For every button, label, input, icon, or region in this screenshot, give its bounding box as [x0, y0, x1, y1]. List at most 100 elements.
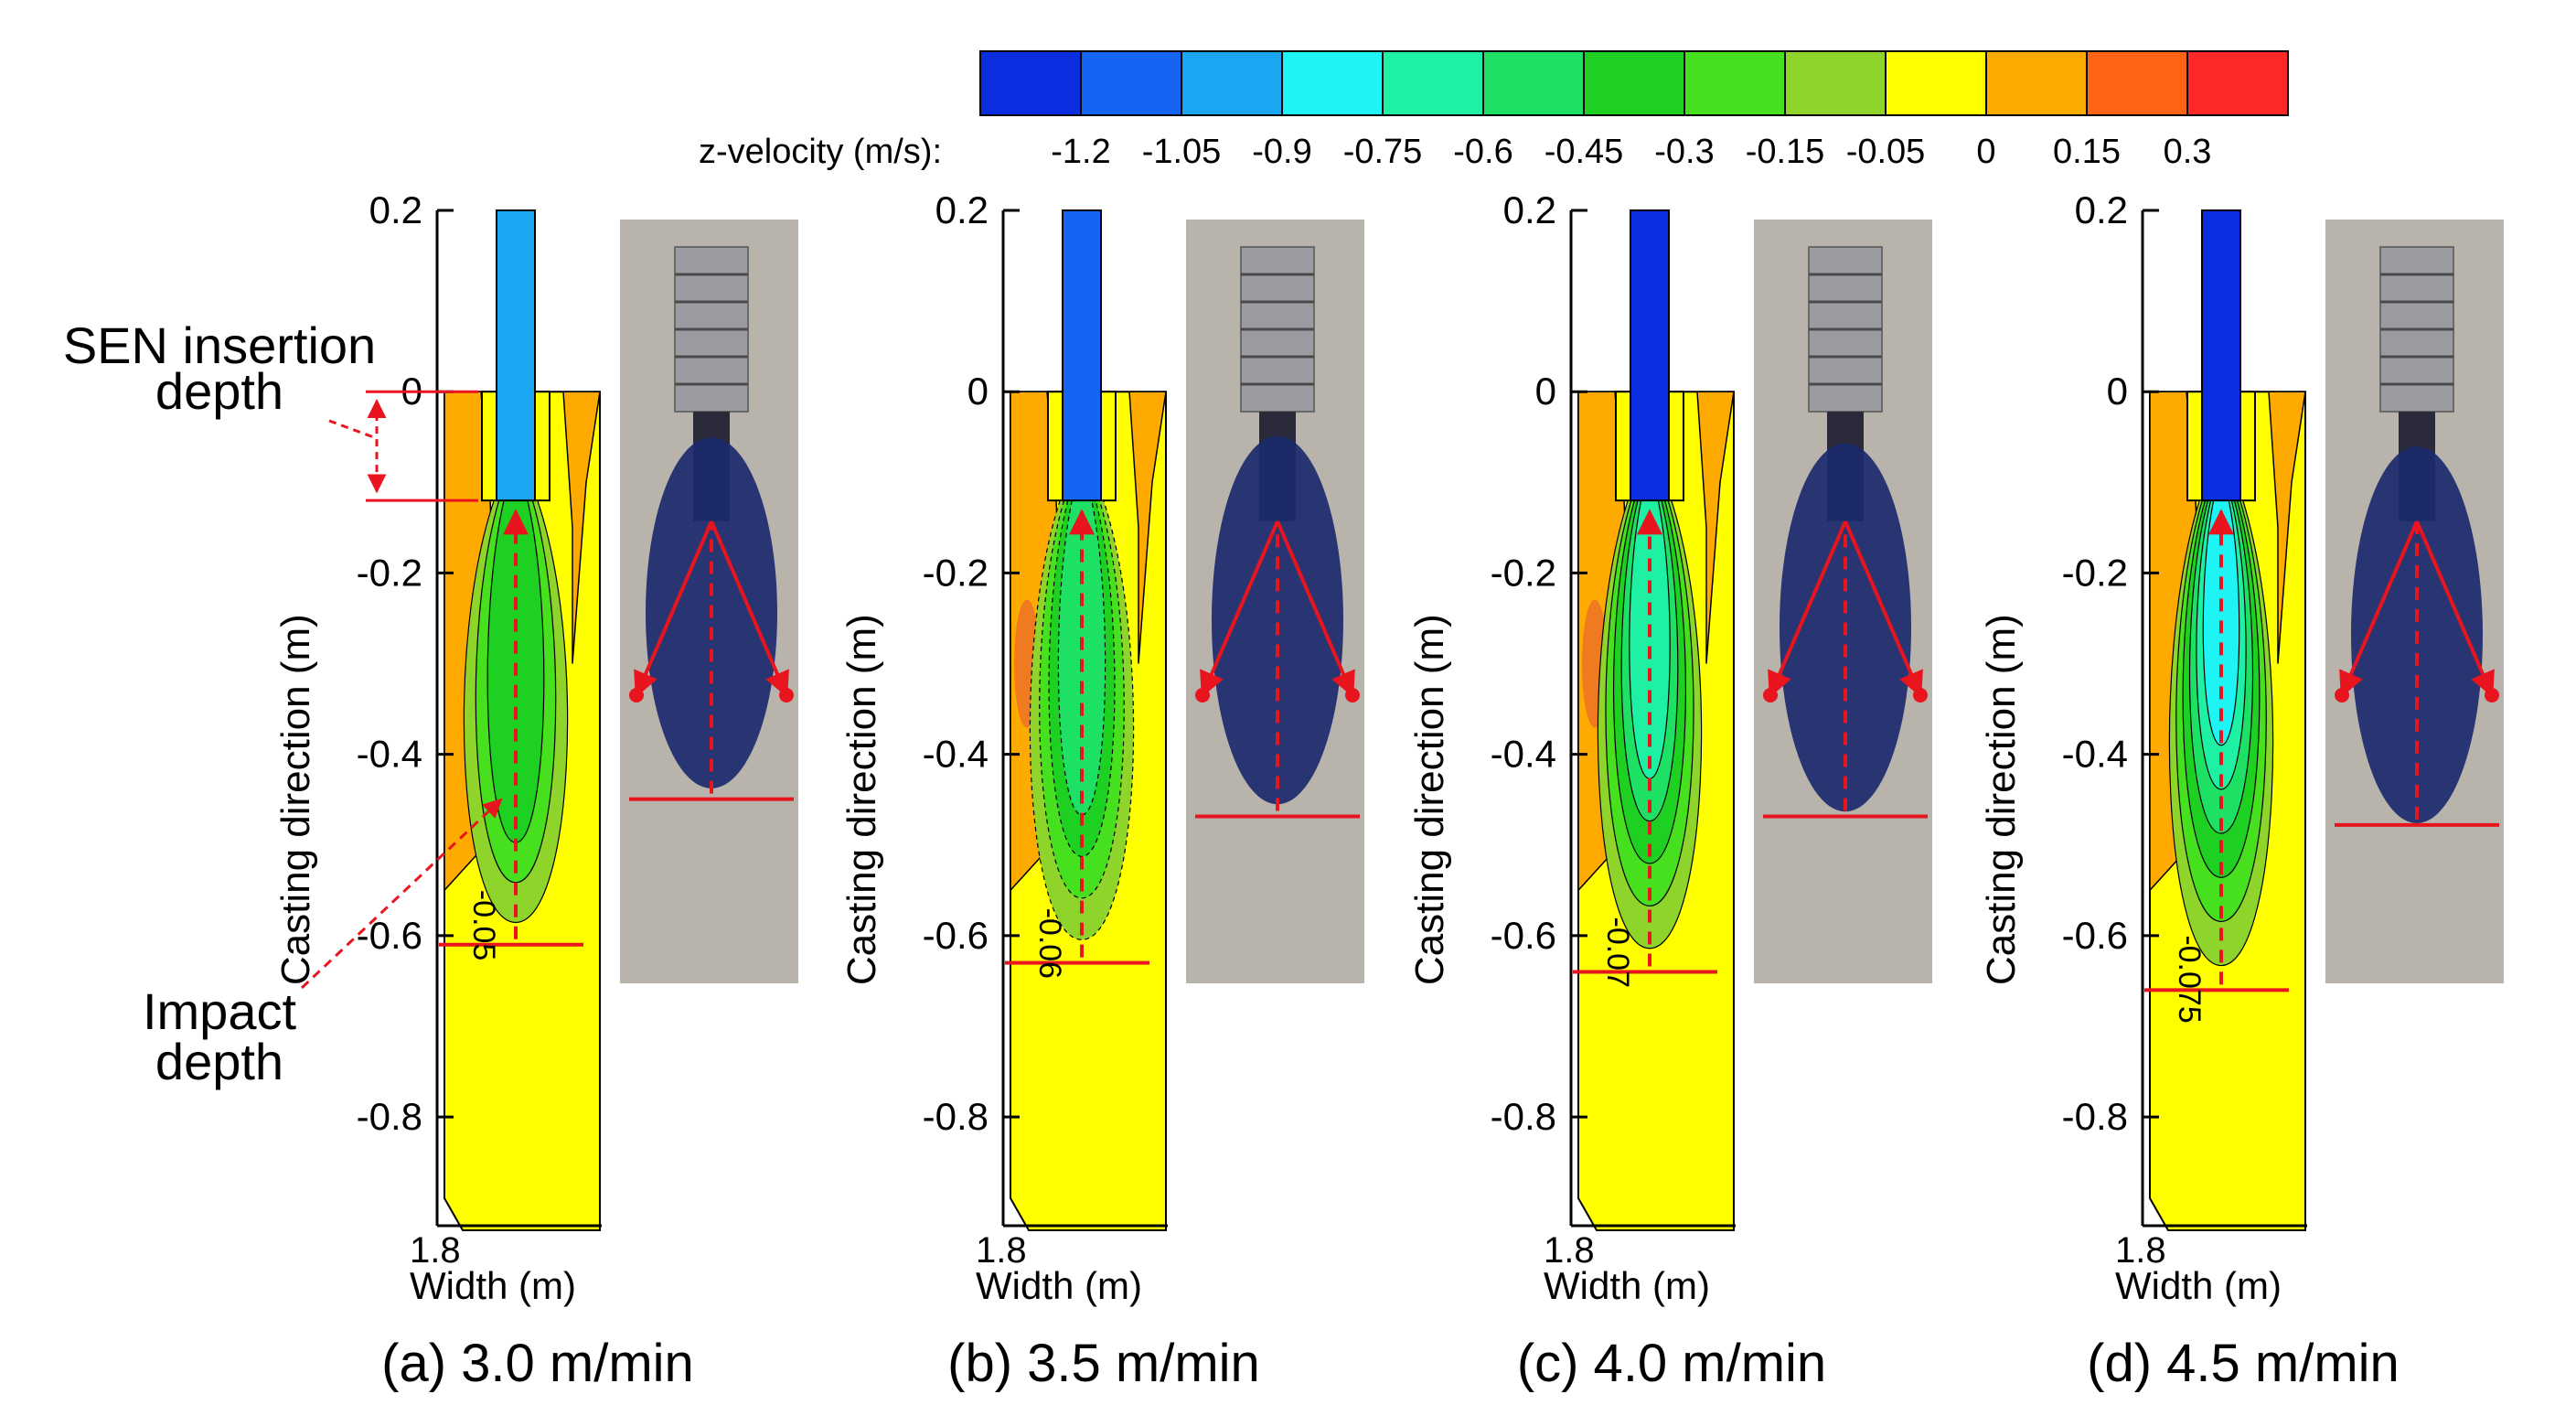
colorbar-tick-label: -0.75 — [1343, 133, 1423, 171]
x-tick-label: 1.8 — [2115, 1230, 2166, 1271]
y-tick-label: -0.2 — [1491, 551, 1556, 594]
colorbar-cell — [1281, 50, 1384, 116]
photo-jet-point — [779, 688, 794, 702]
sen-wall-left — [2186, 391, 2203, 502]
y-tick-label: -0.8 — [1491, 1095, 1556, 1138]
sen-bore — [2201, 209, 2241, 502]
colorbar-tick-label: 0.3 — [2164, 133, 2212, 171]
colorbar-tick-label: 0.15 — [2053, 133, 2121, 171]
sen-bore — [1630, 209, 1670, 502]
sen-wall-right — [534, 391, 550, 502]
recirculation-zone-right — [2268, 391, 2306, 664]
panel-caption: (c) 4.0 m/min — [1517, 1334, 1826, 1393]
recirculation-zone-right — [1128, 391, 1167, 664]
colorbar-tick-label: 0 — [1976, 133, 1995, 171]
y-tick-label: 0.2 — [369, 188, 422, 231]
colorbar-cell — [1482, 50, 1585, 116]
x-tick-label: 1.8 — [1544, 1230, 1595, 1271]
y-tick-label: -0.4 — [357, 733, 422, 776]
y-tick-label: 0 — [2107, 370, 2128, 413]
y-tick-label: -0.8 — [357, 1095, 422, 1138]
x-tick-label: 1.8 — [410, 1230, 461, 1271]
x-axis-label: Width (m) — [410, 1264, 576, 1307]
photo-jet-point — [2335, 688, 2349, 702]
colorbar-cell — [2186, 50, 2289, 116]
photo-jet-point — [2485, 688, 2499, 702]
x-axis-label: Width (m) — [976, 1264, 1142, 1307]
colorbar-cell — [1583, 50, 1685, 116]
velocity-contour — [1057, 499, 1106, 816]
colorbar-cell — [1181, 50, 1283, 116]
y-tick-label: 0.2 — [2075, 188, 2128, 231]
photo-jet-arrow-left — [634, 520, 713, 698]
photo-jet-arrow-right — [2415, 520, 2495, 698]
photo-dye-plume — [1212, 435, 1343, 805]
recirculation-zone-right — [1696, 391, 1735, 664]
colorbar-cell — [1985, 50, 2088, 116]
contour-label: -0.05 — [466, 890, 501, 960]
y-tick-label: -0.6 — [357, 914, 422, 957]
y-tick-label: -0.6 — [923, 914, 989, 957]
colorbar-tick-label: -0.9 — [1252, 133, 1311, 171]
sen-wall-right — [1668, 391, 1684, 502]
sen-wall-right — [1100, 391, 1117, 502]
photo-jet-arrow-right — [1844, 520, 1923, 698]
contour-label: -0.06 — [1032, 908, 1067, 980]
x-tick-label: 1.8 — [976, 1230, 1027, 1271]
photo-jet-arrow-right — [1276, 520, 1355, 698]
y-axis-label: Casting direction (m) — [839, 614, 884, 985]
panel-caption: (d) 4.5 m/min — [2087, 1334, 2400, 1393]
y-tick-label: 0.2 — [1503, 188, 1556, 231]
colorbar-tick-label: -0.3 — [1654, 133, 1714, 171]
photo-jet-point — [1763, 688, 1778, 702]
y-tick-label: -0.2 — [357, 551, 422, 594]
sen-bore — [1062, 209, 1102, 502]
colorbar-cell — [2086, 50, 2188, 116]
y-tick-label: -0.2 — [923, 551, 989, 594]
photo-jet-point — [1345, 688, 1360, 702]
y-tick-label: 0.2 — [935, 188, 989, 231]
y-tick-label: -0.2 — [2062, 551, 2128, 594]
sen-wall-left — [1615, 391, 1631, 502]
x-axis-label: Width (m) — [2115, 1264, 2282, 1307]
photo-jet-arrow-left — [1768, 520, 1847, 698]
photo-jet-point — [1195, 688, 1210, 702]
colorbar-tick-label: -0.6 — [1453, 133, 1512, 171]
y-tick-label: -0.6 — [2062, 914, 2128, 957]
colorbar-cell — [1683, 50, 1786, 116]
y-tick-label: -0.8 — [2062, 1095, 2128, 1138]
impact-depth-label-line1: Impact — [143, 982, 296, 1040]
y-tick-label: -0.8 — [923, 1095, 989, 1138]
colorbar-label: z-velocity (m/s): — [699, 133, 942, 171]
contour-label: -0.075 — [2172, 935, 2207, 1023]
sen-wall-left — [1047, 391, 1064, 502]
colorbar-cell — [1382, 50, 1484, 116]
y-axis-label: Casting direction (m) — [273, 614, 318, 985]
colorbar-cell — [979, 50, 1082, 116]
sen-bore — [496, 209, 536, 502]
y-axis-label: Casting direction (m) — [1407, 614, 1452, 985]
photo-jet-point — [629, 688, 644, 702]
impact-depth-label-line2: depth — [155, 1033, 283, 1090]
sen-insertion-label-line1: SEN insertion — [63, 316, 376, 374]
panel-caption: (b) 3.5 m/min — [947, 1334, 1260, 1393]
colorbar-cell — [1784, 50, 1887, 116]
colorbar-tick-label: -0.05 — [1846, 133, 1926, 171]
colorbar: -1.2 -1.05 -0.9 -0.75 -0.6 -0.45 -0.3 -0.15 -0.0… — [979, 50, 2289, 171]
colorbar-tick-label: -1.05 — [1142, 133, 1222, 171]
sen-insertion-label-line2: depth — [155, 362, 283, 420]
x-axis-label: Width (m) — [1544, 1264, 1710, 1307]
y-tick-label: -0.4 — [2062, 733, 2128, 776]
photo-jet-arrow-left — [2339, 520, 2419, 698]
colorbar-tick-label: -1.2 — [1051, 133, 1110, 171]
photo-jet-arrow-left — [1200, 520, 1279, 698]
y-tick-label: 0 — [1535, 370, 1556, 413]
sen-wall-right — [2239, 391, 2256, 502]
sen-callout — [328, 419, 374, 439]
y-axis-label: Casting direction (m) — [1979, 614, 2024, 985]
y-tick-label: -0.4 — [1491, 733, 1556, 776]
